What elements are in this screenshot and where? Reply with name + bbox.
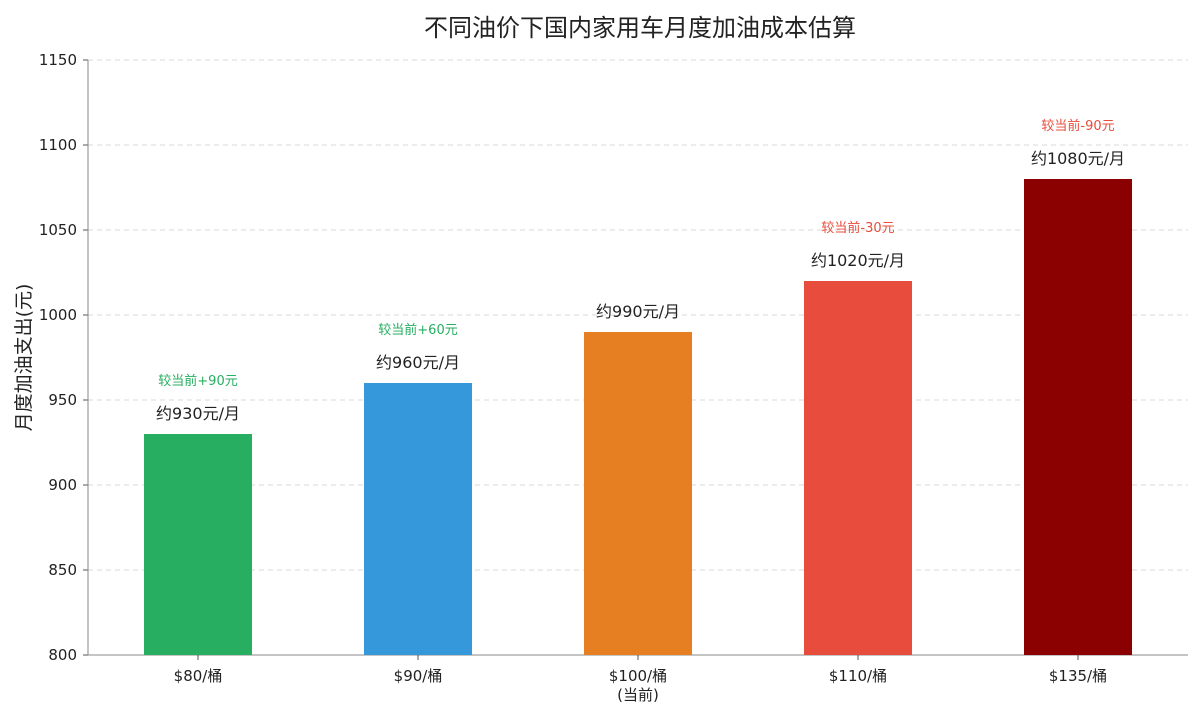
x-tick-label: $135/桶 <box>1049 667 1107 685</box>
y-tick-label: 1100 <box>39 136 77 154</box>
data-label: 约990元/月 <box>596 302 680 321</box>
diff-annotation: 较当前-90元 <box>1041 118 1114 134</box>
x-tick-label: $80/桶 <box>174 667 223 685</box>
y-axis-label: 月度加油支出(元) <box>13 284 35 432</box>
bar <box>584 332 692 655</box>
bar <box>1024 179 1132 655</box>
x-tick-label: $100/桶(当前) <box>609 667 667 704</box>
data-label: 约1020元/月 <box>811 251 905 270</box>
x-tick-label: $90/桶 <box>394 667 443 685</box>
y-tick-label: 800 <box>48 646 77 664</box>
diff-annotation: 较当前+90元 <box>158 373 237 389</box>
y-tick-label: 900 <box>48 476 77 494</box>
bar <box>144 434 252 655</box>
data-label: 约930元/月 <box>156 404 240 423</box>
diff-annotation: 较当前-30元 <box>821 220 894 236</box>
y-tick-label: 1000 <box>39 306 77 324</box>
diff-annotation: 较当前+60元 <box>378 322 457 338</box>
data-label: 约1080元/月 <box>1031 149 1125 168</box>
y-tick-label: 1050 <box>39 221 77 239</box>
y-tick-label: 1150 <box>39 51 77 69</box>
y-tick-label: 950 <box>48 391 77 409</box>
x-tick-label: $110/桶 <box>829 667 887 685</box>
chart-title: 不同油价下国内家用车月度加油成本估算 <box>424 14 856 42</box>
bar <box>804 281 912 655</box>
y-tick-label: 850 <box>48 561 77 579</box>
bar <box>364 383 472 655</box>
data-label: 约960元/月 <box>376 353 460 372</box>
